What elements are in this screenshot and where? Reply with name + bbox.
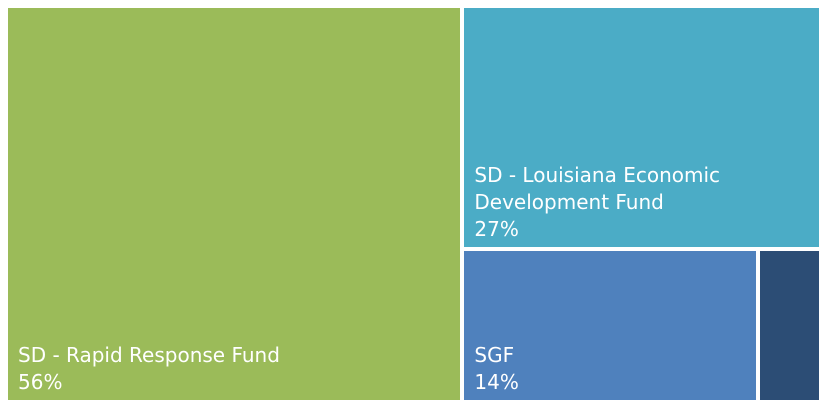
value-label: 14% (474, 370, 519, 394)
treemap-cell (759, 251, 819, 400)
treemap-cell: SGF 14% (464, 251, 756, 400)
treemap-cell: SD - Louisiana Economic Development Fund… (464, 8, 819, 247)
value-label: 27% (474, 217, 519, 241)
category-label: SD - Rapid Response Fund (18, 343, 280, 367)
cell-label: SD - Louisiana Economic Development Fund… (474, 162, 811, 243)
category-label: SD - Louisiana Economic Development Fund (474, 163, 721, 214)
category-label: SGF (474, 343, 515, 367)
treemap-cell: SD - Rapid Response Fund 56% (8, 8, 461, 400)
value-label: 56% (18, 370, 63, 394)
cell-label: SGF 14% (474, 342, 747, 396)
cell-label: SD - Rapid Response Fund 56% (18, 342, 452, 396)
